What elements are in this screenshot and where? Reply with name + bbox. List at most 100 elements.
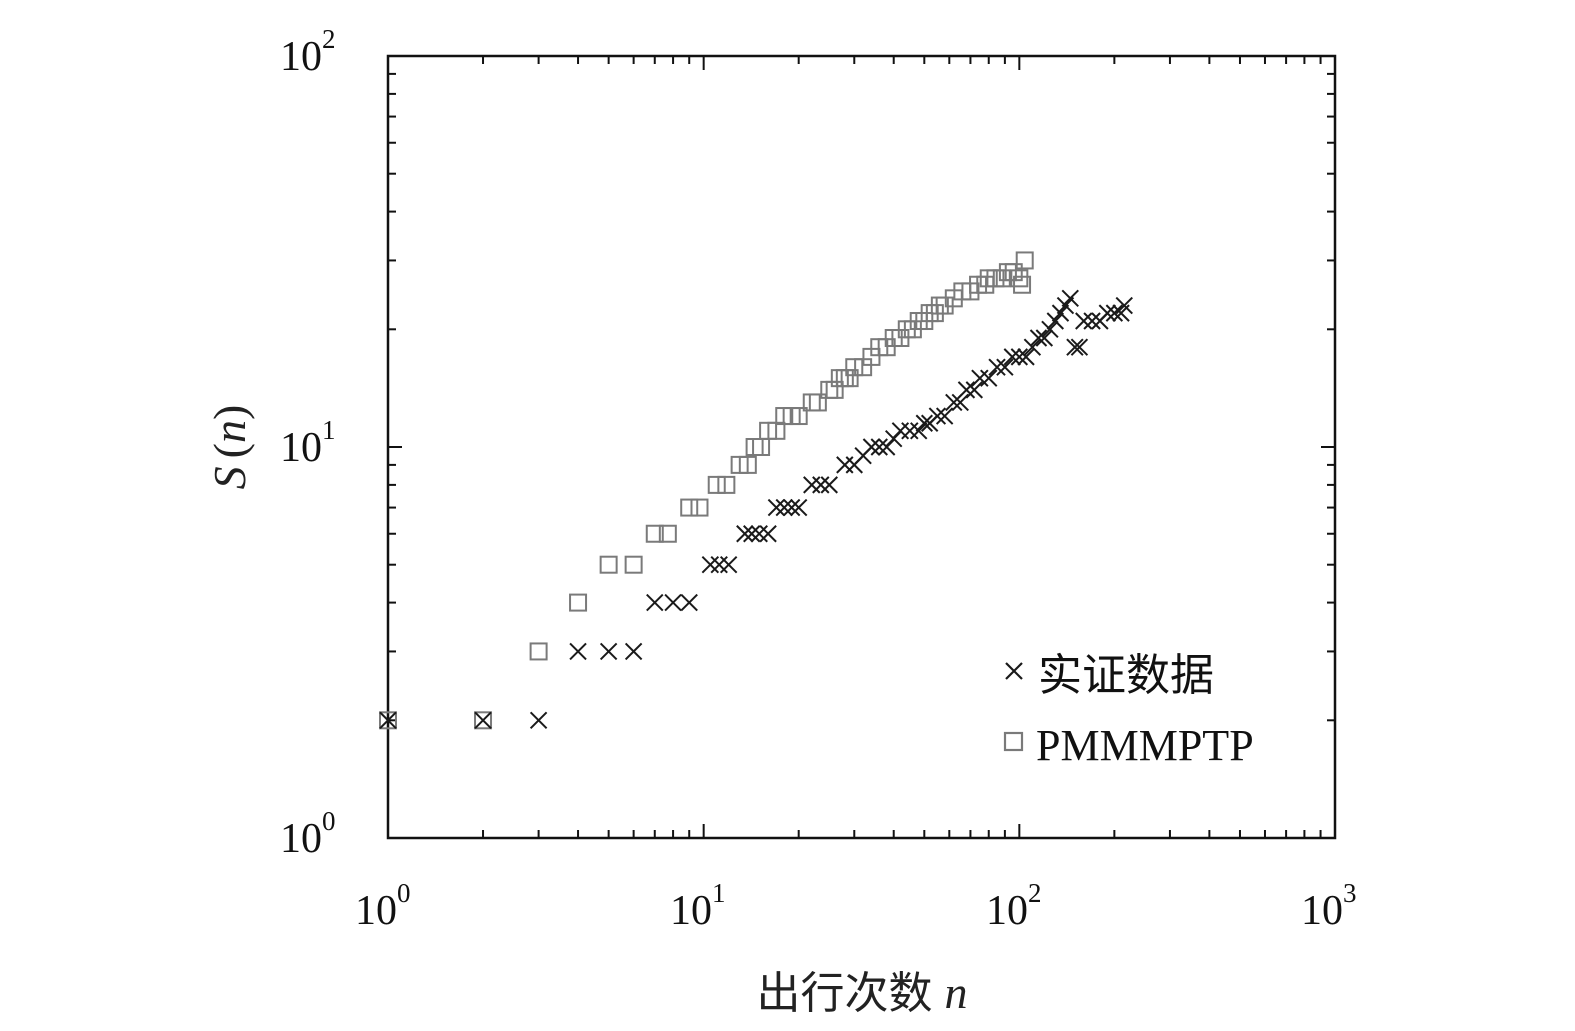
- data-point-x: [951, 393, 969, 412]
- legend-label: PMMMPTP: [1036, 721, 1254, 770]
- data-point-square: [835, 369, 854, 388]
- data-point-x: [775, 498, 793, 517]
- data-point-x: [646, 593, 664, 612]
- data-point-x: [789, 498, 808, 517]
- data-point-square: [1013, 275, 1032, 294]
- legend-item-empirical: 实证数据: [1005, 650, 1214, 701]
- data-point-x: [862, 438, 881, 456]
- y-tick-label: 102: [280, 24, 336, 80]
- data-point-x: [529, 711, 548, 730]
- data-point-square: [690, 498, 709, 517]
- data-point-square: [529, 642, 548, 661]
- data-point-x: [680, 593, 698, 612]
- data-point-square: [840, 369, 859, 388]
- x-tick-label: 103: [1301, 878, 1357, 934]
- data-point-x: [988, 358, 1006, 376]
- data-point-square: [745, 438, 764, 456]
- x-axis-tick-labels: 100 101 102 103: [355, 878, 1357, 934]
- data-point-x: [965, 381, 984, 399]
- data-point-square: [624, 555, 643, 574]
- data-point-square: [738, 455, 757, 474]
- legend-label: 实证数据: [1038, 650, 1214, 701]
- x-marker-icon: [1005, 662, 1023, 680]
- data-point-x: [1023, 338, 1042, 356]
- data-point-square: [752, 438, 771, 456]
- data-point-x: [957, 381, 976, 399]
- y-tick-label: 101: [280, 415, 336, 471]
- data-point-x: [812, 476, 830, 494]
- data-point-x: [1115, 296, 1133, 315]
- data-point-square: [986, 269, 1005, 288]
- legend-item-pmmmptp: PMMMPTP: [1003, 721, 1254, 770]
- x-tick-label: 102: [986, 878, 1042, 934]
- data-point-x: [750, 525, 768, 543]
- data-point-square: [1015, 251, 1034, 270]
- data-point-x: [1070, 338, 1089, 356]
- data-point-square: [599, 555, 618, 574]
- data-point-x: [1010, 348, 1029, 366]
- data-point-x: [782, 498, 801, 517]
- data-point-x: [915, 414, 934, 432]
- y-axis-title: S(n): [204, 405, 255, 490]
- data-point-x: [710, 555, 728, 574]
- data-point-x: [1003, 348, 1022, 366]
- data-point-square: [658, 524, 677, 543]
- data-point-x: [1041, 320, 1059, 339]
- data-point-x: [1075, 312, 1093, 330]
- data-point-square: [707, 475, 726, 494]
- data-point-square: [992, 269, 1011, 288]
- data-point-x: [1105, 304, 1124, 322]
- data-point-square: [680, 498, 699, 517]
- data-point-x: [870, 438, 888, 456]
- plot-area: [379, 54, 1337, 840]
- data-point-x: [599, 642, 618, 661]
- data-point-x: [980, 369, 998, 387]
- data-point-x: [379, 711, 397, 730]
- square-marker-icon: [1003, 731, 1024, 752]
- data-point-x: [1083, 312, 1101, 330]
- series-empirical: [379, 289, 1133, 730]
- data-point-x: [971, 369, 989, 387]
- data-point-square: [474, 711, 493, 730]
- data-point-x: [836, 456, 854, 474]
- data-point-x: [928, 407, 947, 425]
- data-point-square: [808, 393, 827, 412]
- data-point-square: [1010, 269, 1029, 288]
- data-point-x: [1098, 304, 1117, 322]
- series-layer: [379, 251, 1133, 730]
- x-tick-label: 101: [670, 878, 726, 934]
- data-point-x: [474, 711, 492, 730]
- data-point-x: [1061, 289, 1079, 308]
- legend: 实证数据 PMMMPTP: [1003, 650, 1254, 770]
- x-axis-title: 出行次数 n: [757, 967, 968, 1019]
- y-tick-label: 100: [280, 806, 336, 862]
- axis-ticks: [387, 56, 1335, 839]
- data-point-square: [569, 593, 588, 612]
- series-pmmmptp: [379, 251, 1034, 730]
- data-point-x: [803, 476, 821, 494]
- data-point-square: [717, 475, 736, 494]
- data-point-x: [901, 422, 919, 440]
- data-point-x: [1066, 338, 1084, 356]
- data-point-x: [743, 525, 761, 543]
- data-point-x: [1029, 329, 1048, 347]
- data-point-square: [825, 380, 844, 399]
- data-point-x: [719, 555, 738, 574]
- data-point-x: [1046, 312, 1065, 330]
- data-point-x: [664, 593, 682, 612]
- y-axis-tick-labels: 100 101 102: [280, 24, 336, 862]
- data-point-square: [820, 380, 839, 399]
- data-point-x: [569, 642, 587, 661]
- data-point-x: [1035, 329, 1054, 347]
- data-point-x: [767, 498, 786, 517]
- data-point-x: [891, 422, 910, 440]
- data-point-x: [1017, 348, 1035, 366]
- data-point-square: [789, 407, 808, 426]
- data-point-x: [736, 525, 754, 543]
- data-point-x: [935, 407, 954, 425]
- data-point-x: [996, 358, 1014, 376]
- x-tick-label: 100: [355, 878, 411, 934]
- data-point-x: [624, 642, 643, 661]
- data-point-x: [701, 555, 720, 574]
